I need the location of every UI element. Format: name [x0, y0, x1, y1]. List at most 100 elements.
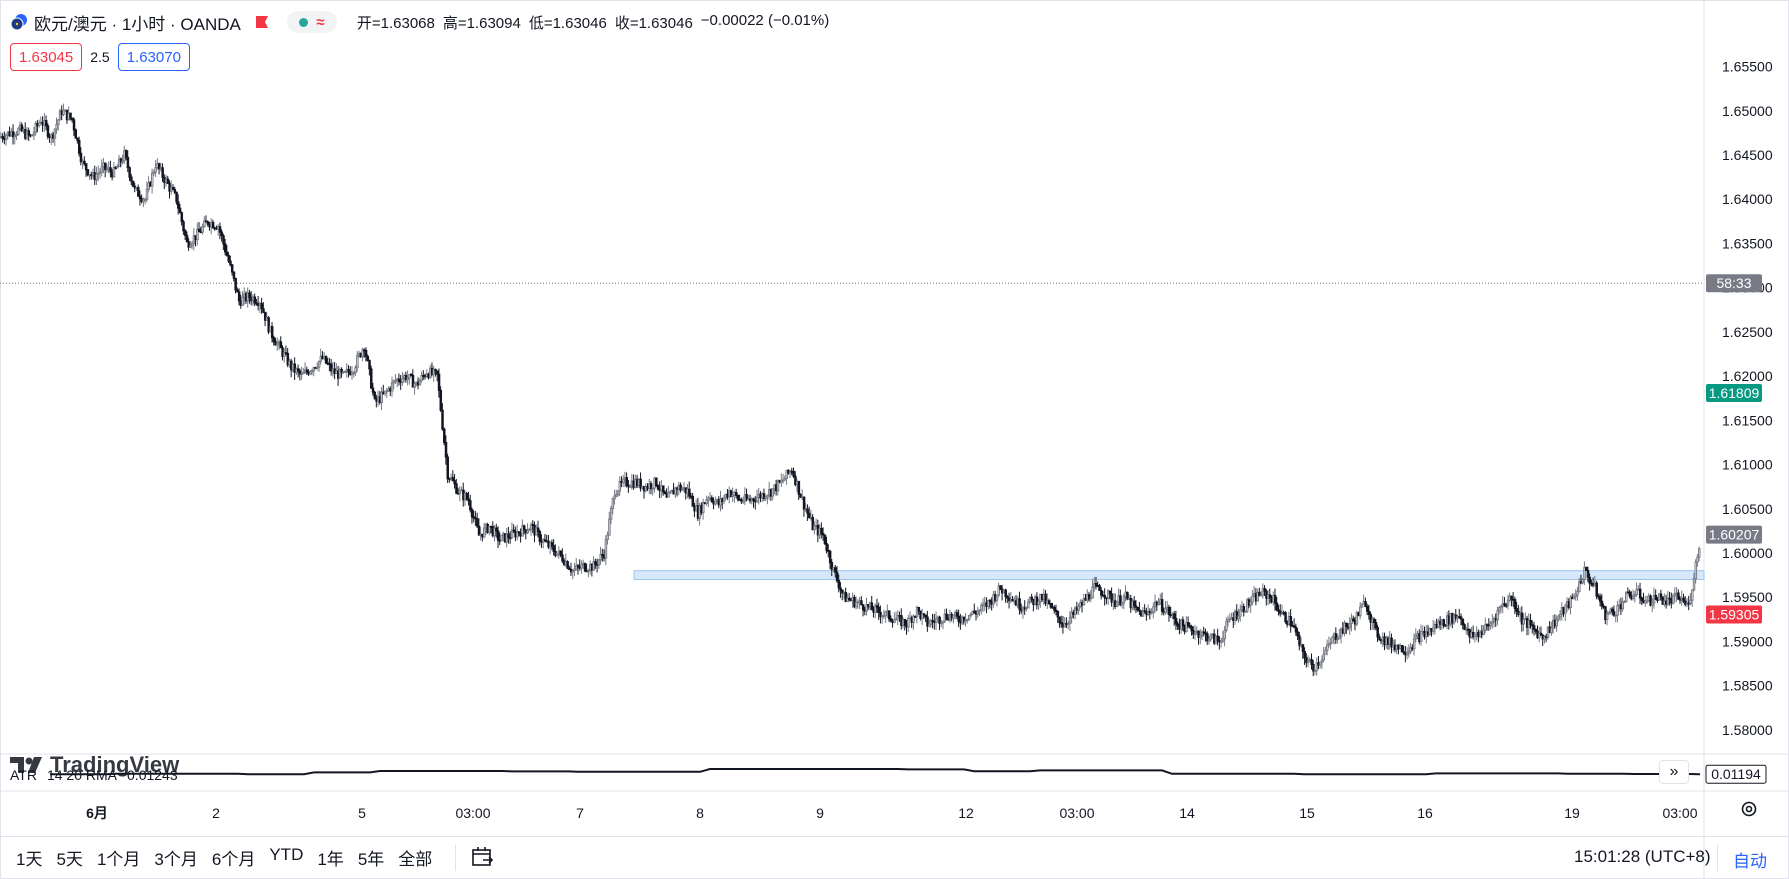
candle-body [592, 561, 596, 571]
candle-body [1303, 651, 1306, 659]
candle-body [1126, 591, 1129, 600]
candle-body [1185, 622, 1188, 633]
x-tick-label: 16 [1417, 805, 1433, 821]
range-button[interactable]: 3个月 [154, 850, 198, 869]
atr-value: 0.01243 [127, 767, 178, 783]
candle-body [976, 610, 980, 615]
candle-body [543, 539, 547, 542]
range-button[interactable]: 1天 [16, 850, 43, 869]
candle-body [1359, 606, 1362, 617]
flag-icon[interactable] [255, 15, 269, 29]
candle-body [476, 518, 479, 527]
candle-body [705, 499, 708, 504]
auto-scale-button[interactable]: 自动 [1733, 852, 1767, 871]
candle-body [178, 207, 182, 214]
candle-body [573, 568, 576, 572]
range-button[interactable]: 1年 [317, 850, 344, 869]
candle-body [1261, 588, 1265, 596]
range-button[interactable]: YTD [269, 845, 304, 864]
candle-body [663, 491, 667, 495]
candle-body [1037, 601, 1040, 606]
candle-body [15, 133, 18, 137]
candle-body [234, 277, 237, 291]
candle-body [583, 562, 587, 572]
candle-body [522, 525, 526, 531]
atr-legend[interactable]: ATR 14 20 RMA 0.01243 [10, 767, 178, 783]
candle-body [1293, 625, 1296, 628]
quote-row: 1.63045 2.5 1.63070 [10, 43, 190, 71]
range-button[interactable]: 1个月 [96, 850, 141, 869]
candle-body [1209, 634, 1213, 640]
candle-body [1160, 599, 1164, 612]
candle-body [1581, 578, 1585, 584]
y-tick-label: 1.62000 [1722, 368, 1773, 384]
range-button[interactable]: 全部 [398, 850, 433, 869]
candle-body [1091, 586, 1094, 599]
candle-body [681, 488, 684, 491]
candle-body [1491, 621, 1494, 624]
candle-body [370, 368, 373, 389]
candle-body [437, 373, 441, 391]
buy-button[interactable]: 1.63070 [117, 43, 190, 71]
candle-body [917, 606, 921, 612]
candle-body [719, 498, 722, 506]
candle-body [1350, 618, 1353, 625]
candle-body [1082, 598, 1086, 606]
symbol-title[interactable]: 欧元/澳元 · 1小时 · OANDA [34, 14, 241, 34]
candle-body [927, 623, 931, 627]
candle-body [1242, 606, 1246, 613]
candle-body [622, 478, 625, 484]
market-status-pill[interactable]: ≈ [286, 11, 337, 33]
candle-body [1047, 600, 1051, 604]
candle-body [477, 525, 481, 536]
go-to-date-calendar-icon[interactable] [470, 845, 494, 869]
candle-body [702, 502, 705, 514]
candle-body [1482, 629, 1485, 636]
candle-body [436, 370, 439, 375]
candle-body [861, 604, 865, 611]
candle-body [729, 490, 733, 497]
candle-body [305, 369, 309, 373]
candle-body [373, 391, 376, 399]
range-button[interactable]: 6个月 [211, 850, 256, 869]
candle-body [1305, 657, 1308, 664]
candle-body [745, 494, 748, 500]
candle-body [1600, 600, 1604, 607]
candle-body [978, 609, 981, 612]
range-button[interactable]: 5天 [56, 850, 83, 869]
candle-body [76, 137, 79, 141]
candle-body [735, 491, 738, 496]
candle-body [1532, 625, 1536, 630]
candle-body [841, 589, 844, 594]
candle-body [451, 477, 455, 482]
candle-body [109, 167, 112, 173]
range-button[interactable]: 5年 [357, 850, 385, 869]
candle-body [1338, 635, 1341, 639]
expand-button[interactable]: » [1659, 760, 1689, 784]
chart-settings-gear-icon[interactable] [1739, 799, 1759, 819]
candle-body [44, 120, 48, 127]
sell-button[interactable]: 1.63045 [10, 43, 83, 71]
candle-body [785, 469, 788, 479]
candle-body [1607, 611, 1611, 615]
candle-body [46, 125, 50, 137]
candle-body [69, 112, 72, 119]
toolbar-divider [455, 845, 456, 871]
candle-body [1216, 635, 1220, 642]
candle-body [915, 606, 919, 617]
timezone-clock[interactable]: 15:01:28 (UTC+8) [1574, 847, 1711, 866]
candle-body [987, 599, 990, 607]
candle-body [189, 245, 192, 248]
candle-body [171, 187, 175, 190]
candle-body [1058, 616, 1061, 624]
candle-body [1390, 637, 1393, 648]
candle-body [364, 349, 368, 357]
data-delay-icon: ≈ [316, 13, 325, 31]
candle-body [441, 409, 444, 430]
candle-body [1056, 610, 1060, 618]
candle-body [154, 166, 157, 173]
candle-body [1555, 618, 1558, 627]
candle-body [879, 611, 882, 618]
candle-body [1376, 627, 1379, 638]
